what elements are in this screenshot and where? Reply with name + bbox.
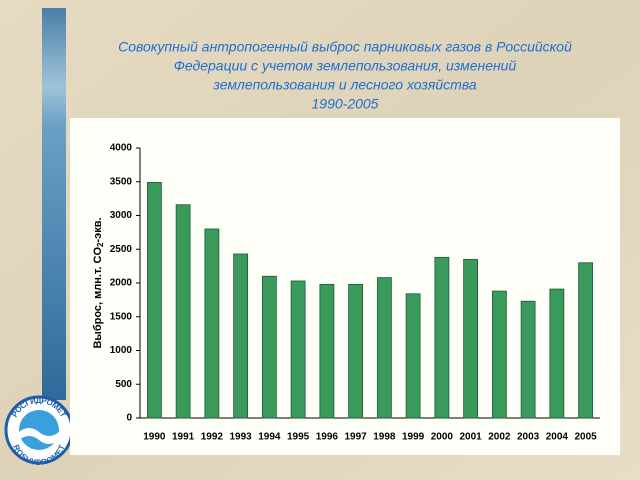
bar [549, 288, 565, 419]
y-tick-label: 0 [126, 413, 132, 424]
x-tick-label: 2005 [575, 432, 598, 443]
title-line: 1990-2005 [312, 96, 379, 112]
x-tick-label: 1993 [230, 432, 253, 443]
x-tick-label: 2001 [460, 432, 483, 443]
bar [348, 283, 364, 419]
bar [146, 182, 162, 419]
y-tick-label: 1500 [110, 311, 133, 322]
sea-strip [42, 8, 66, 400]
x-tick-label: 1998 [373, 432, 396, 443]
title-line: Федерации с учетом землепользования, изм… [174, 58, 517, 74]
bar [520, 300, 536, 419]
x-tick-label: 1994 [258, 432, 281, 443]
logo-wave [19, 428, 59, 444]
x-tick-label: 1990 [143, 432, 166, 443]
bar [491, 290, 507, 419]
bar [578, 262, 594, 419]
x-tick-label: 2003 [517, 432, 540, 443]
y-axis-title-main: Выброс, млн.т. CO [92, 247, 104, 349]
bar [405, 293, 421, 419]
bar [261, 275, 277, 419]
y-tick-label: 1000 [110, 345, 133, 356]
y-axis-title: Выброс, млн.т. CO2-экв. [92, 217, 105, 348]
x-tick-label: 2000 [431, 432, 454, 443]
y-tick-label: 4000 [110, 143, 133, 154]
bar [319, 283, 335, 419]
bar [434, 256, 450, 419]
bar [175, 204, 191, 419]
bar [204, 228, 220, 419]
chart-title: Совокупный антропогенный выброс парников… [118, 39, 572, 112]
y-tick-label: 3500 [110, 176, 133, 187]
y-tick-label: 500 [115, 379, 132, 390]
title-line: Совокупный антропогенный выброс парников… [118, 39, 572, 55]
bar [290, 280, 306, 419]
bar [376, 277, 392, 419]
x-tick-label: 2004 [546, 432, 569, 443]
x-tick-label: 2002 [488, 432, 511, 443]
title-line: землепользования и лесного хозяйства [212, 77, 477, 93]
y-tick-label: 3000 [110, 210, 133, 221]
x-tick-label: 1992 [201, 432, 224, 443]
x-tick-label: 1991 [172, 432, 195, 443]
x-tick-label: 1996 [316, 432, 339, 443]
x-tick-label: 1997 [345, 432, 368, 443]
bar [233, 253, 249, 419]
y-axis-title-tail: -экв. [92, 217, 104, 242]
x-tick-label: 1999 [402, 432, 425, 443]
x-tick-label: 1995 [287, 432, 310, 443]
y-tick-label: 2500 [110, 244, 133, 255]
y-tick-label: 2000 [110, 278, 133, 289]
y-axis-title-sub: 2 [96, 242, 105, 247]
bar [463, 258, 479, 419]
